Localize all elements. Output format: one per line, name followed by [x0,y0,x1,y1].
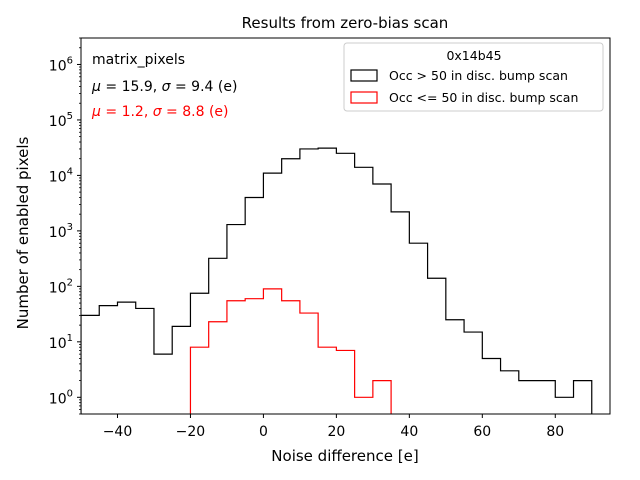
y-tick-label: 106 [49,55,73,74]
x-tick-label: 0 [259,424,268,440]
x-tick-label: −20 [176,424,206,440]
legend: 0x14b45 Occ > 50 in disc. bump scan Occ … [343,42,604,112]
series-step-line [81,147,593,414]
y-tick-label: 100 [49,388,73,407]
x-axis-ticks: −40 −20 0 20 40 60 80 [103,414,564,440]
y-tick-label: 103 [49,222,73,241]
series-black [81,147,593,414]
y-tick-label: 105 [49,111,73,130]
legend-frame [343,42,604,112]
x-tick-label: 80 [546,424,564,440]
series-red [189,288,392,414]
black-mu: 15.9 [122,79,153,95]
plot-frame [80,37,611,415]
y-tick-label: 101 [49,333,73,352]
plot-area [81,147,593,414]
red-sigma: 8.8 [182,104,204,120]
red-mu: 1.2 [122,104,144,120]
y-axis-ticks: 100 101 102 103 104 105 106 [49,37,81,415]
x-axis-label: Noise difference [e] [271,447,418,465]
x-tick-label: −40 [103,424,133,440]
x-tick-label: 20 [327,424,345,440]
y-tick-label: 104 [49,166,73,185]
legend-title: 0x14b45 [446,48,501,63]
y-axis-label: Number of enabled pixels [14,136,32,329]
red-unit: (e) [209,104,229,120]
x-tick-label: 60 [473,424,491,440]
legend-swatch-red [350,91,378,104]
y-tick-label: 102 [49,277,73,296]
legend-entry-red: Occ <= 50 in disc. bump scan [389,90,578,105]
x-tick-label: 40 [400,424,418,440]
black-unit: (e) [218,79,238,95]
annotation-stats-red: μ = 1.2, σ = 8.8 (e) [91,104,229,120]
legend-entry-black: Occ > 50 in disc. bump scan [389,68,568,83]
black-sigma: 9.4 [191,79,213,95]
annotation-stats-black: μ = 15.9, σ = 9.4 (e) [91,79,237,95]
legend-swatch-black [350,69,378,82]
chart-title: Results from zero-bias scan [242,14,449,32]
annotation-label: matrix_pixels [92,52,185,68]
series-step-line [189,288,392,414]
